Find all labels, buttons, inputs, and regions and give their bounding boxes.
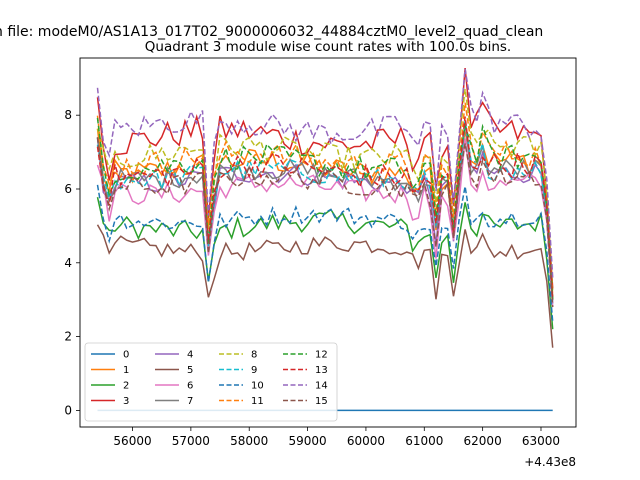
series-line-module-7: [96, 122, 554, 300]
x-tick-label: 60000: [347, 434, 385, 448]
x-tick-label: 57000: [172, 434, 210, 448]
series-line-module-15: [96, 137, 554, 308]
legend-label-module-11: 11: [251, 396, 264, 407]
x-axis: 56000 57000 58000 59000 60000 61000 62000 63000: [113, 427, 560, 448]
y-tick-label: 6: [64, 182, 72, 196]
x-tick-label: 63000: [522, 434, 560, 448]
x-tick-label: 58000: [230, 434, 268, 448]
legend-label-module-13: 13: [315, 365, 328, 376]
series-layer: [96, 68, 554, 412]
x-offset-label: +4.43e8: [524, 455, 576, 469]
legend-label-module-6: 6: [187, 381, 193, 392]
series-line-module-8: [96, 88, 554, 293]
legend-label-module-3: 3: [123, 396, 129, 407]
legend-label-module-12: 12: [315, 350, 328, 361]
y-tick-label: 4: [64, 256, 72, 270]
y-tick-label: 8: [64, 108, 72, 122]
series-line-module-6: [96, 138, 554, 308]
y-axis: 0 2 4 6 8: [64, 108, 80, 417]
series-line-module-11: [96, 102, 554, 297]
figure-suptitle: n file: modeM0/AS1A13_017T02_9000006032_…: [0, 24, 543, 40]
series-line-module-4: [96, 123, 554, 304]
y-tick-label: 2: [64, 330, 72, 344]
legend-label-module-0: 0: [123, 350, 129, 361]
legend-label-module-1: 1: [123, 365, 129, 376]
chart-title: Quadrant 3 module wise count rates with …: [145, 39, 511, 55]
series-line-module-12: [96, 117, 554, 300]
legend-label-module-10: 10: [251, 381, 264, 392]
legend-label-module-15: 15: [315, 396, 328, 407]
legend-label-module-9: 9: [251, 365, 257, 376]
series-line-module-3: [96, 68, 554, 289]
legend-label-module-2: 2: [123, 381, 129, 392]
series-line-module-14: [96, 68, 554, 278]
legend-box: [84, 342, 338, 422]
y-tick-label: 0: [64, 403, 72, 417]
plot-frame: [79, 57, 577, 428]
x-tick-label: 59000: [288, 434, 326, 448]
legend-label-module-4: 4: [187, 350, 193, 361]
x-tick-label: 61000: [405, 434, 443, 448]
legend-label-module-5: 5: [187, 365, 193, 376]
series-line-module-13: [96, 116, 554, 300]
legend-label-module-14: 14: [315, 381, 328, 392]
x-tick-label: 62000: [464, 434, 502, 448]
legend-label-module-7: 7: [187, 396, 193, 407]
legend-label-module-8: 8: [251, 350, 257, 361]
series-line-module-10: [96, 184, 554, 322]
series-line-module-5: [96, 224, 554, 348]
x-tick-label: 56000: [113, 434, 151, 448]
